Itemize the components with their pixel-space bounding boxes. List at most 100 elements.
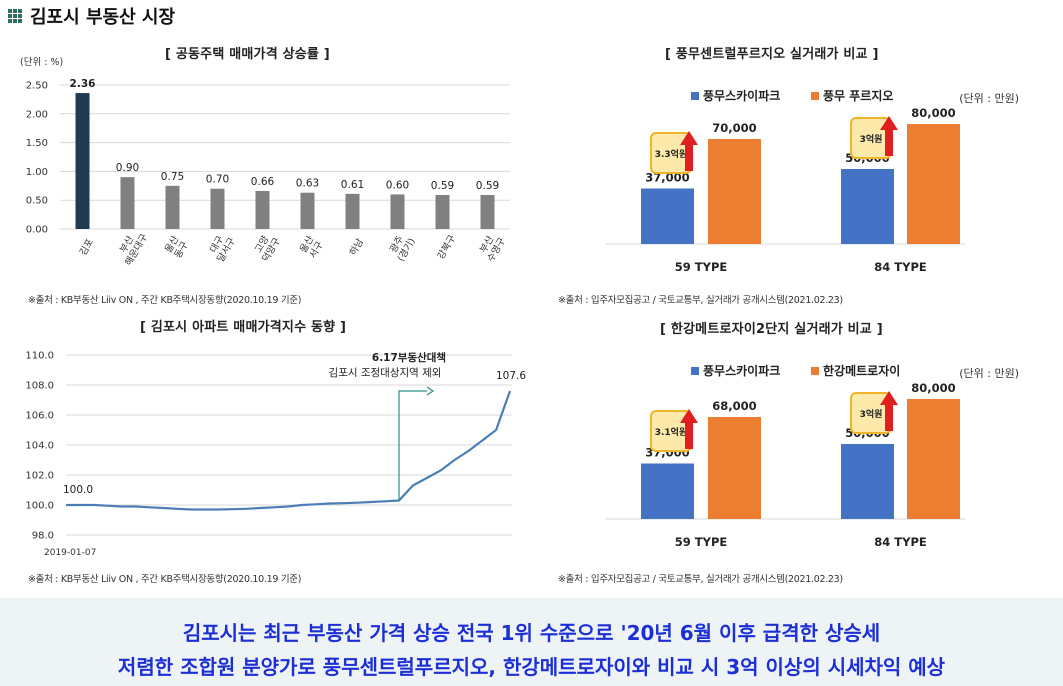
category-label: 59 TYPE: [675, 260, 728, 274]
legend-label-1: 풍무스카이파크: [703, 88, 780, 103]
bar: [300, 192, 315, 229]
bar-series-2: [907, 399, 960, 519]
bar: [480, 195, 495, 229]
x-tick-label-line: 김포: [77, 236, 96, 257]
bar-series-1: [641, 188, 694, 244]
difference-badge-label: 3.3억원: [655, 148, 688, 160]
annotation-line-2: 김포시 조정대상지역 제외: [329, 367, 442, 379]
y-tick-label: 0.00: [26, 225, 48, 236]
bar-value-label: 80,000: [911, 106, 955, 120]
up-arrow-icon: [880, 116, 898, 156]
difference-badge-label: 3.1억원: [655, 426, 688, 438]
bar: [435, 195, 450, 229]
up-arrow-icon: [680, 409, 698, 449]
bar-value-label: 70,000: [712, 121, 756, 135]
y-tick-label: 106.0: [25, 411, 54, 422]
bar-series-1: [841, 444, 894, 519]
y-tick-label: 110.0: [25, 351, 54, 362]
bar: [255, 190, 270, 229]
x-tick-label: 광주(경기): [387, 233, 418, 263]
legend-label-2: 한강메트로자이: [823, 363, 900, 378]
bar: [345, 193, 360, 229]
category-label: 59 TYPE: [675, 535, 728, 549]
y-tick-label: 2.50: [26, 81, 48, 92]
bar: [120, 177, 135, 229]
chart2-source: ※출처 : 입주자모집공고 / 국토교통부, 실거래가 공개시스템(2021.0…: [558, 295, 843, 306]
grid-icon: [8, 9, 22, 23]
bar: [210, 188, 225, 229]
unit-label: (단위 : 만원): [959, 92, 1019, 105]
annotation-arrow: [398, 390, 427, 501]
price-rise-chart: (단위 : %) 0.00 0.50 1.00 1.50 2.00 2.50 2.36 김포 0.…: [20, 56, 510, 268]
legend-swatch-2: [811, 92, 819, 100]
page-title: 김포시 부동산 시장: [8, 2, 175, 30]
bar-value-label: 0.70: [206, 174, 229, 186]
apartment-index-chart: 98.0 100.0 102.0 104.0 106.0 108.0 110.0 100.0 1…: [25, 351, 526, 559]
y-tick-label: 0.50: [26, 196, 48, 207]
bar-value-label: 0.61: [341, 179, 364, 191]
legend-swatch-2: [811, 367, 819, 375]
up-arrow-icon: [880, 391, 898, 431]
unit-label: (단위 : %): [20, 56, 63, 68]
legend-swatch-1: [691, 92, 699, 100]
bar-value-label: 2.36: [70, 78, 96, 90]
y-tick-label: 100.0: [25, 501, 54, 512]
page-title-text: 김포시 부동산 시장: [30, 7, 176, 28]
annotation-line-1: 6.17부동산대책: [372, 351, 446, 364]
bar-value-label: 0.59: [476, 180, 499, 192]
chart3-title: [ 김포시 아파트 매매가격지수 동향 ]: [140, 320, 347, 335]
bar-value-label: 80,000: [911, 381, 955, 395]
bar-series-2: [907, 124, 960, 244]
unit-label: (단위 : 만원): [959, 367, 1019, 380]
chart3-source: ※출처 : KB부동산 Liiv ON , 주간 KB주택시장동향(2020.1…: [28, 574, 302, 585]
bar: [390, 194, 405, 229]
y-tick-label: 1.00: [26, 167, 48, 178]
category-label: 84 TYPE: [874, 260, 927, 274]
bar-series-2: [708, 417, 761, 519]
bar-value-label: 0.90: [116, 162, 139, 174]
bar: [75, 93, 90, 229]
legend-label-2: 풍무 푸르지오: [823, 88, 893, 103]
x-tick-label: 하남: [347, 236, 366, 257]
end-value-label: 107.6: [496, 370, 526, 382]
chart2-title: [ 풍무센트럴푸르지오 실거래가 비교 ]: [665, 47, 879, 62]
difference-badge-label: 3억원: [860, 408, 883, 420]
up-arrow-icon: [680, 131, 698, 171]
x-tick-label-line: 하남: [347, 236, 366, 257]
bar-value-label: 0.66: [251, 176, 275, 188]
footer-line-1: 김포시는 최근 부동산 가격 상승 전국 1위 수준으로 '20년 6월 이후 …: [182, 621, 881, 645]
x-start-label: 2019-01-07: [44, 548, 96, 558]
index-line: [66, 390, 512, 511]
category-label: 84 TYPE: [874, 535, 927, 549]
legend-swatch-1: [691, 367, 699, 375]
bar-value-label: 0.60: [386, 179, 409, 191]
y-tick-label: 102.0: [25, 471, 54, 482]
bar-value-label: 0.75: [161, 171, 184, 183]
bar-series-1: [841, 169, 894, 244]
bar-series-2: [708, 139, 761, 244]
y-tick-label: 1.50: [26, 138, 48, 149]
annotation-arrowhead: [426, 386, 435, 396]
x-tick-label-line: 강북구: [436, 233, 459, 261]
bar-value-label: 68,000: [712, 399, 756, 413]
start-value-label: 100.0: [63, 484, 93, 496]
chart1-title: [ 공동주택 매매가격 상승률 ]: [165, 47, 330, 62]
y-tick-label: 98.0: [32, 531, 54, 542]
summary-footer: 김포시는 최근 부동산 가격 상승 전국 1위 수준으로 '20년 6월 이후 …: [0, 598, 1063, 686]
bar-value-label: 0.63: [296, 178, 319, 190]
bar: [165, 185, 180, 229]
y-tick-label: 104.0: [25, 441, 54, 452]
legend-label-1: 풍무스카이파크: [703, 363, 780, 378]
y-tick-label: 108.0: [25, 381, 54, 392]
difference-badge-label: 3억원: [860, 133, 883, 145]
bar-series-1: [641, 463, 694, 519]
chart1-source: ※출처 : KB부동산 Liiv ON , 주간 KB주택시장동향(2020.1…: [28, 295, 302, 306]
